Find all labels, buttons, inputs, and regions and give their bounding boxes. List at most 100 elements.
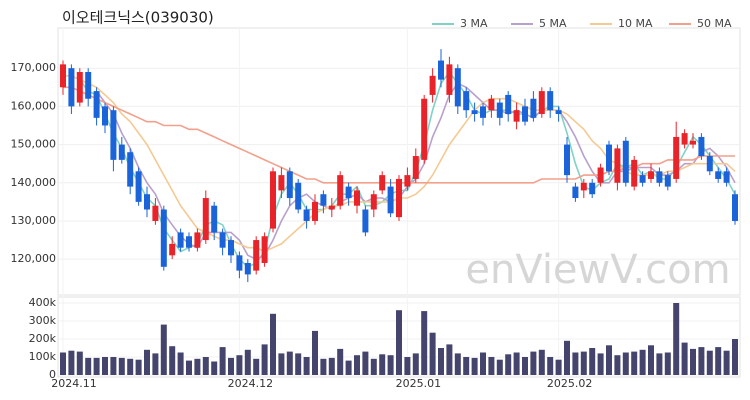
volume-bar (412, 353, 419, 375)
candle-body (236, 255, 243, 271)
volume-bar (522, 357, 528, 375)
volume-bar (261, 344, 268, 375)
volume-bar (505, 354, 512, 375)
candle-body (656, 171, 663, 183)
candle-body (723, 171, 730, 183)
candle-body (412, 156, 419, 179)
volume-bar (732, 339, 738, 375)
volume-bar (295, 353, 302, 375)
legend-label: 10 MA (618, 17, 653, 30)
legend-label: 50 MA (697, 17, 732, 30)
candle-body (681, 133, 688, 145)
candle-body (152, 205, 159, 221)
volume-bar (404, 357, 411, 375)
candle-body (169, 243, 176, 256)
candle-body (278, 175, 285, 191)
candle-body (144, 194, 150, 210)
volume-bar (337, 348, 344, 375)
volume-bar (286, 351, 293, 375)
volume-bar (673, 303, 680, 375)
volume-bar (438, 348, 444, 375)
volume-bar (236, 355, 243, 375)
volume-bar (589, 348, 596, 375)
volume-bar (118, 357, 125, 375)
candle-body (622, 140, 629, 183)
candle-body (320, 194, 327, 206)
volume-bar (429, 332, 436, 375)
candle-body (471, 110, 478, 115)
volume-bar (471, 357, 478, 375)
candle-body (253, 240, 260, 271)
candle-body (690, 140, 696, 145)
candle-body (261, 236, 268, 263)
price-panel (57, 27, 741, 296)
volume-bar (370, 358, 377, 375)
x-tick-label: 2025.01 (396, 377, 442, 390)
volume-bar (135, 359, 142, 375)
volume-bar (253, 358, 260, 375)
candle-body (194, 232, 201, 248)
volume-panel (57, 296, 741, 378)
candle-body (547, 91, 554, 111)
candle-body (135, 171, 142, 202)
candle-body (505, 94, 512, 115)
candle-body (60, 64, 66, 88)
candle-body (606, 144, 612, 172)
candle-body (211, 205, 218, 233)
volume-bar (421, 311, 428, 375)
volume-bar (614, 355, 621, 375)
watermark: enViewV.com (465, 247, 730, 293)
volume-bar (379, 354, 386, 375)
volume-bar (530, 351, 537, 375)
volume-bar (606, 345, 612, 375)
volume-bar (580, 351, 587, 375)
candle-body (337, 175, 344, 206)
volume-bar (102, 357, 108, 375)
candle-body (538, 91, 545, 115)
candle-body (706, 156, 713, 172)
volume-bar (396, 310, 402, 375)
candle-body (396, 178, 402, 218)
legend-label: 5 MA (539, 17, 567, 30)
y-tick-label: 120,000 (11, 252, 57, 265)
candle-body (286, 171, 293, 199)
candle-body (177, 232, 184, 248)
candle-body (228, 240, 234, 256)
volume-bar (303, 357, 310, 375)
y-tick-label: 150,000 (11, 138, 57, 151)
candle-body (370, 194, 377, 210)
volume-bar (597, 353, 604, 375)
candle-body (127, 152, 134, 187)
candle-body (530, 98, 537, 118)
chart-title: 이오테크닉스(039030) (62, 9, 214, 27)
candle-body (379, 175, 386, 191)
candle-body (463, 91, 470, 111)
candle-body (345, 186, 352, 199)
candle-body (160, 209, 167, 267)
volume-bar (68, 350, 75, 375)
candle-body (589, 182, 596, 195)
candle-body (631, 159, 638, 187)
volume-bar (160, 324, 167, 375)
candle-body (328, 205, 335, 210)
volume-tick-label: 200k (29, 332, 57, 345)
candle-body (580, 182, 587, 191)
volume-bar (690, 348, 696, 375)
candle-body (597, 167, 604, 183)
volume-bar (572, 352, 579, 375)
volume-bar (219, 347, 226, 375)
volume-bar (639, 349, 646, 375)
candle-body (270, 171, 276, 229)
volume-bar (270, 313, 276, 375)
candle-body (513, 110, 520, 122)
volume-bar (76, 351, 83, 375)
candle-body (572, 186, 579, 199)
candle-body (446, 64, 453, 95)
volume-bar (244, 349, 251, 375)
candle-body (715, 171, 722, 179)
volume-bar (706, 350, 713, 375)
candle-body (480, 106, 486, 118)
volume-bar (488, 357, 495, 375)
volume-bar (496, 359, 503, 375)
volume-bar (85, 357, 92, 375)
